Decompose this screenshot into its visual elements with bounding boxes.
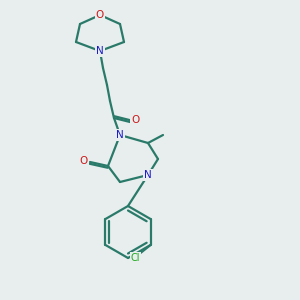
Text: N: N [144, 170, 152, 180]
Text: O: O [96, 10, 104, 20]
Text: N: N [96, 46, 104, 56]
Text: O: O [80, 156, 88, 166]
Text: O: O [131, 115, 139, 125]
Text: Cl: Cl [131, 253, 140, 263]
Text: N: N [116, 130, 124, 140]
